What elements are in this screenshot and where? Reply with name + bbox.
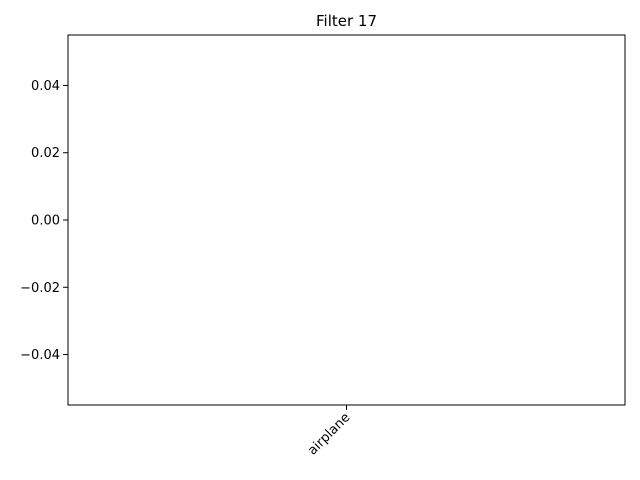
y-axis: −0.04 −0.02 0.00 0.02 0.04	[20, 79, 68, 363]
y-tick-label: 0.04	[31, 79, 60, 94]
plot-frame	[67, 34, 626, 406]
y-tick-label: 0.00	[31, 214, 60, 229]
y-tick-label: −0.02	[20, 281, 60, 296]
x-axis: airplane	[305, 405, 353, 458]
chart-title: Filter 17	[316, 12, 377, 30]
y-tick-label: 0.02	[31, 146, 60, 161]
y-tick-label: −0.04	[20, 348, 60, 363]
x-tick-label: airplane	[305, 410, 353, 458]
